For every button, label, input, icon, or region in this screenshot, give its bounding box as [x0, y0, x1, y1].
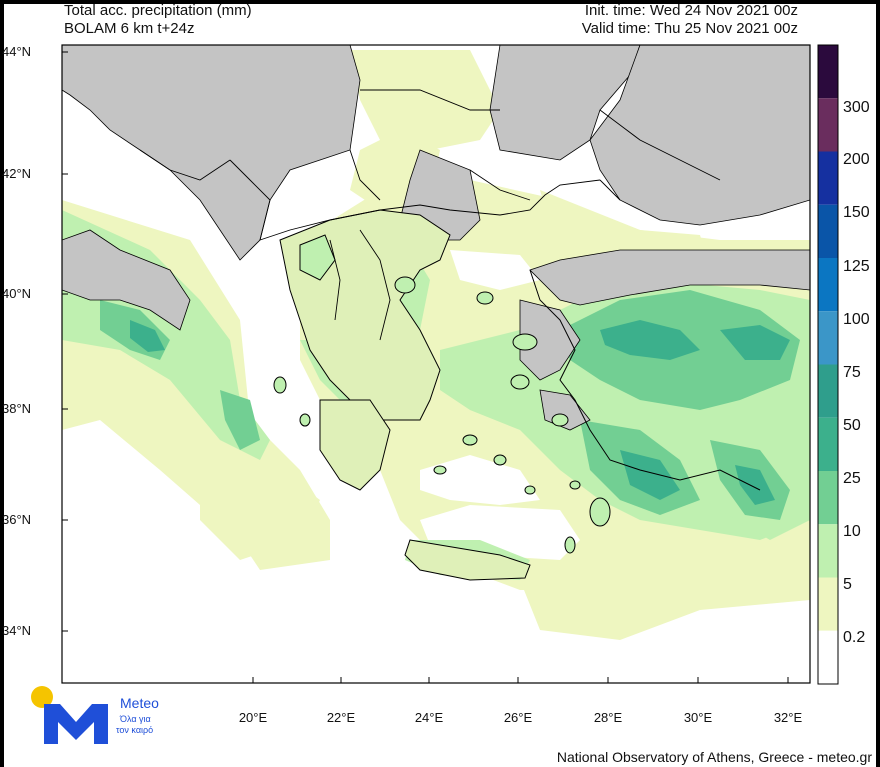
axis-ticks — [62, 51, 789, 683]
colorbar-label-200: 200 — [843, 151, 870, 168]
lon-label-26: 26°E — [503, 710, 533, 725]
colorbar-segment — [818, 311, 838, 365]
colorbar-segment — [818, 45, 838, 99]
plot-frame — [61, 44, 811, 684]
lon-label-28: 28°E — [593, 710, 623, 725]
lat-label-36: 36°N — [2, 512, 32, 527]
colorbar-segment — [818, 577, 838, 631]
colorbar-label-75: 75 — [843, 364, 861, 381]
map-title: Total acc. precipitation (mm) — [64, 2, 252, 19]
lat-label-44: 44°N — [2, 44, 32, 59]
colorbar-label-125: 125 — [843, 258, 870, 275]
colorbar-segment — [818, 417, 838, 471]
colorbar-label-300: 300 — [843, 99, 870, 116]
valid-time: Valid time: Thu 25 Nov 2021 00z — [581, 20, 798, 37]
colorbar-segment — [818, 151, 838, 205]
colorbar-label-25: 25 — [843, 470, 861, 487]
frame-right-border — [876, 0, 880, 767]
colorbar-segment — [818, 471, 838, 525]
lat-label-34: 34°N — [2, 623, 32, 638]
frame-top-border — [0, 0, 880, 4]
colorbar-segment — [818, 364, 838, 418]
logo-name: Meteo — [120, 695, 159, 711]
country-borders — [139, 89, 721, 341]
colorbar-frame — [817, 44, 839, 685]
frame-left-border — [0, 0, 4, 767]
logo-m-icon — [44, 704, 108, 744]
turkey-coast — [529, 269, 761, 491]
lon-label-20: 20°E — [238, 710, 268, 725]
colorbar-label-50: 50 — [843, 417, 861, 434]
logo-sun-icon — [31, 686, 53, 708]
colorbar-segment — [818, 630, 838, 684]
colorbar-segment — [818, 204, 838, 258]
lon-label-24: 24°E — [414, 710, 444, 725]
lon-label-22: 22°E — [326, 710, 356, 725]
lat-label-40: 40°N — [2, 286, 32, 301]
colorbar-label-0-2: 0.2 — [843, 629, 866, 646]
precip-intense-areas — [130, 320, 790, 574]
lon-label-32: 32°E — [773, 710, 803, 725]
colorbar-label-5: 5 — [843, 576, 852, 593]
land-areas — [62, 45, 810, 431]
aegean-islands — [273, 276, 611, 554]
colorbar-label-150: 150 — [843, 204, 870, 221]
greece-land — [279, 209, 531, 581]
model-label: BOLAM 6 km t+24z — [64, 20, 195, 37]
lat-label-38: 38°N — [2, 401, 32, 416]
colorbar-label-100: 100 — [843, 311, 870, 328]
colorbar-segment — [818, 258, 838, 312]
meteo-logo — [31, 686, 108, 744]
logo-tagline-2: τον καιρό — [116, 725, 154, 735]
footer-credit: National Observatory of Athens, Greece -… — [556, 749, 872, 765]
colorbar-label-10: 10 — [843, 523, 861, 540]
logo-tagline-1: Όλα για — [120, 714, 151, 724]
colorbar-segment — [818, 524, 838, 578]
lon-label-30: 30°E — [683, 710, 713, 725]
colorbar — [817, 44, 839, 685]
map-area — [62, 45, 810, 683]
init-time: Init. time: Wed 24 Nov 2021 00z — [584, 2, 798, 19]
lat-label-42: 42°N — [2, 166, 32, 181]
colorbar-segment — [818, 98, 838, 152]
